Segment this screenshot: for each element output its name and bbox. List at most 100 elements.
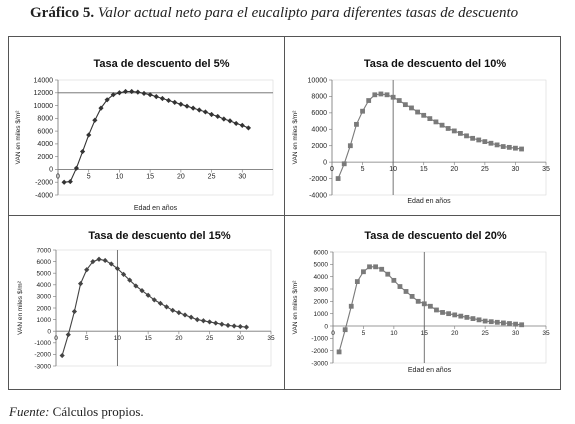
data-point [147,92,153,98]
data-point [108,261,114,267]
data-point [513,145,518,151]
data-point [110,92,116,98]
data-point [409,105,414,111]
y-tick-label: 0 [323,159,327,166]
data-point [501,320,506,326]
data-point [243,324,250,330]
data-point [184,103,190,109]
data-point [354,279,360,284]
x-tick-label: 15 [420,166,428,173]
data-point [92,117,98,123]
data-point [476,317,482,323]
data-point [366,98,372,103]
data-point [213,320,219,326]
data-point [129,88,135,95]
data-point [445,126,451,131]
y-tick-label: -2000 [309,176,327,183]
data-point [219,321,225,327]
data-point [519,322,525,328]
x-tick-label: 30 [512,166,520,173]
data-point [464,314,470,320]
data-point [200,318,207,324]
data-point [335,176,341,181]
series-line [64,90,249,183]
data-point [208,111,215,118]
plot-area [332,251,547,364]
data-point [391,277,397,283]
y-axis-label: VAN en miles $/m² [292,110,299,165]
panel-divider-vertical [284,36,285,390]
y-tick-label: -2000 [35,180,53,187]
data-point [196,107,202,113]
y-tick-label: 6000 [311,110,327,117]
x-tick-label: 30 [512,330,520,337]
x-axis-label: Edad en años [407,198,451,205]
y-tick-label: 3000 [314,286,329,293]
data-point [172,99,178,105]
y-tick-label: 0 [49,167,53,174]
data-point [421,112,427,118]
data-point [519,146,524,152]
data-point [61,179,67,185]
data-point [402,102,408,108]
chart-title: Tasa de descuento del 10% [364,58,506,70]
data-point [421,301,427,307]
y-tick-label: 0 [324,323,328,330]
data-point [433,119,439,125]
data-point [361,269,366,275]
data-point [141,90,147,97]
x-tick-label: 30 [238,173,246,180]
data-point [157,300,164,306]
data-point [77,281,84,287]
data-point [348,303,354,309]
y-tick-label: -1000 [34,340,51,347]
data-point [178,101,184,107]
data-point [470,135,476,141]
y-tick-label: 2000 [37,305,52,312]
x-tick-label: 20 [450,166,458,173]
data-point [482,318,488,324]
data-point [96,256,102,262]
x-tick-label: 20 [175,335,183,342]
data-point [379,266,385,272]
y-tick-label: 7000 [37,247,52,254]
data-point [415,109,420,115]
data-point [153,94,159,100]
data-point [494,142,500,148]
chart-tasa-5: Tasa de descuento del 5%-4000-2000020004… [15,58,274,212]
data-point [451,128,457,134]
data-point [439,122,445,128]
y-tick-label: 0 [47,329,51,336]
data-point [202,109,209,115]
figure-title: Gráfico 5. Valor actual neto para el euc… [30,5,518,22]
chart-title: Tasa de descuento del 5% [93,58,229,70]
data-point [190,105,196,111]
chart-title: Tasa de descuento del 20% [364,230,506,242]
data-point [488,140,494,146]
data-point [135,89,141,95]
data-point [176,310,182,316]
y-tick-label: 4000 [314,274,329,281]
x-tick-label: 5 [87,173,91,180]
data-point [452,312,458,318]
data-point [513,321,518,327]
chart-tasa-10: Tasa de descuento del 10%-4000-200002000… [292,58,550,205]
data-point [507,321,512,326]
y-tick-label: 2000 [314,299,329,306]
data-point [403,289,409,294]
x-tick-label: 10 [390,330,398,337]
x-tick-label: 5 [361,166,365,173]
series-line [338,266,522,353]
data-point [397,284,403,289]
x-tick-label: 0 [54,335,58,342]
x-axis-label: Edad en años [408,367,452,374]
x-tick-label: 5 [85,335,89,342]
y-tick-label: 5000 [37,271,52,278]
x-tick-label: 5 [362,330,366,337]
data-point [347,143,353,149]
y-tick-label: 2000 [311,143,327,150]
y-axis-label: VAN en miles $/m² [17,280,24,335]
data-point [506,144,512,150]
y-tick-label: 6000 [37,259,52,266]
y-axis-label: VAN en miles $/m² [292,280,299,335]
